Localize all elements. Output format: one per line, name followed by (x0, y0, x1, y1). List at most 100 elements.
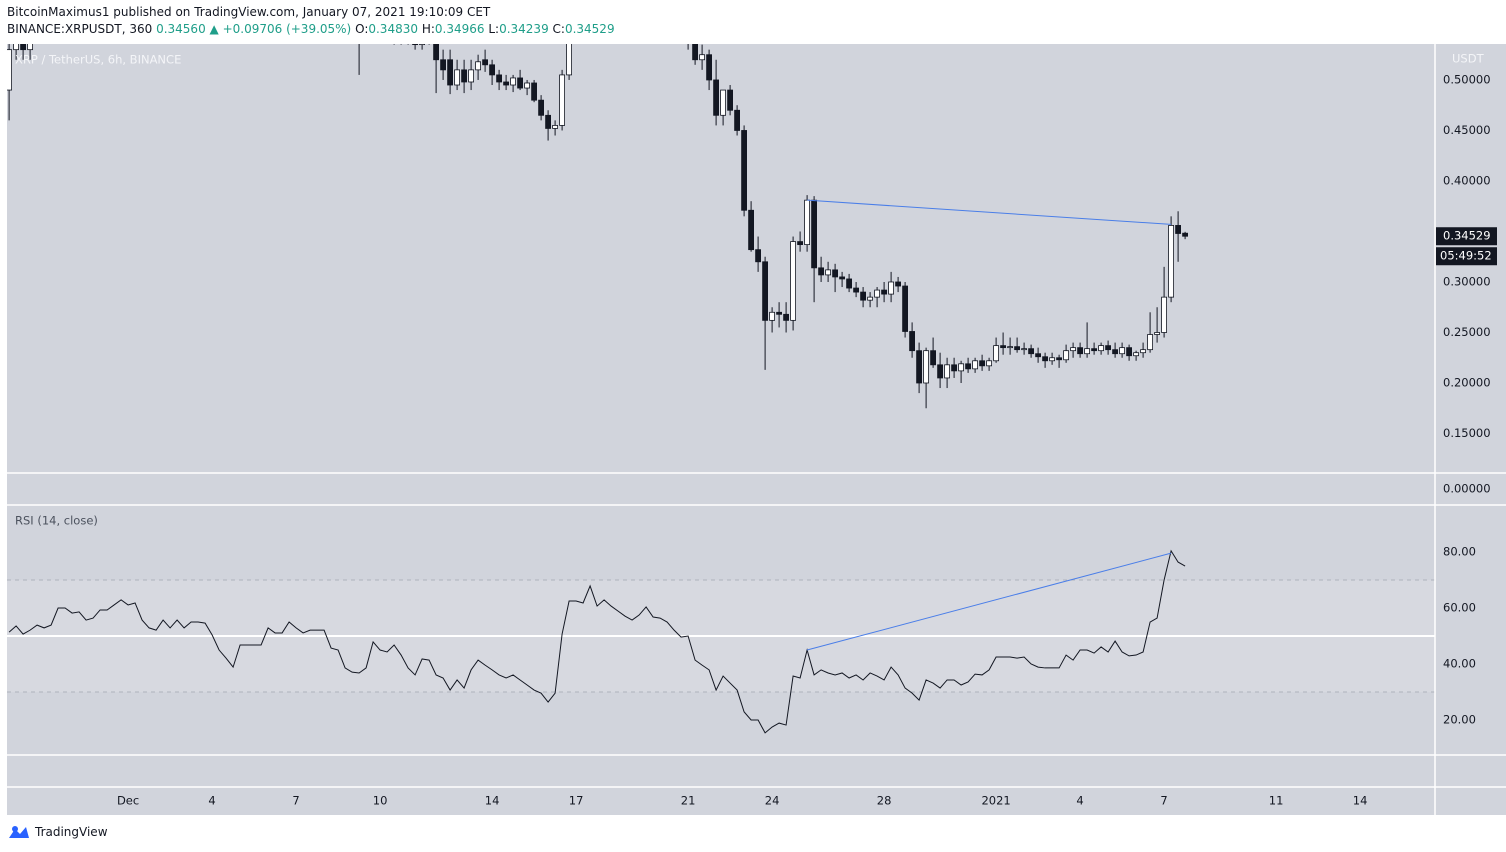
candle-body (566, 44, 572, 76)
price-pane (7, 44, 1188, 409)
candle-body (552, 125, 558, 129)
candle-body (1077, 347, 1083, 355)
ohlc-label: C: (552, 22, 565, 36)
candle-body (475, 61, 482, 71)
candle-body (419, 44, 426, 46)
candle-body (699, 54, 705, 61)
candle-body (1133, 352, 1139, 357)
candle-body (951, 364, 957, 372)
candle-body (916, 350, 922, 384)
ohlc: O:0.34830 H:0.34966 L:0.34239 C:0.34529 (355, 22, 618, 36)
y-tick-label: 0.45000 (1443, 123, 1491, 137)
logo (9, 826, 29, 838)
candle-body (489, 64, 496, 76)
candle-body (440, 59, 447, 71)
candle-body (979, 360, 985, 367)
candle-body (930, 350, 936, 366)
candle-body (1056, 357, 1062, 361)
candle-body (804, 199, 810, 246)
candle-body (1063, 350, 1069, 361)
candle-body (461, 69, 468, 83)
candle-body (1070, 347, 1076, 352)
candle-body (1098, 345, 1104, 352)
last-price-label: 0.34529 (1443, 229, 1491, 243)
countdown: 05:49:52 (1440, 249, 1492, 263)
candle-body (517, 77, 523, 89)
candle-body (993, 345, 999, 362)
x-tick-label: 2021 (981, 794, 1010, 808)
candle-body (1112, 349, 1118, 355)
candle-body (832, 269, 838, 278)
rsi-pane (7, 549, 1435, 734)
footer: TradingView (7, 824, 108, 840)
candle-body (433, 44, 440, 61)
publisher-line: BitcoinMaximus1 published on TradingView… (7, 5, 491, 19)
candle-body (1042, 356, 1048, 362)
trend-line (807, 199, 1172, 225)
x-tick-label: 28 (877, 794, 892, 808)
x-tick-label: 14 (485, 794, 500, 808)
candle-body (846, 278, 852, 289)
candle-body (860, 291, 866, 301)
price-title: XRP / TetherUS, 6h, BINANCE (15, 53, 181, 67)
axes: Dec 4 7 10 14 17 21 24 28 2021 4 7 11 14 0.15000 0.2000… (117, 72, 1497, 808)
candle-body (538, 99, 544, 116)
y-tick-label: 0.50000 (1443, 72, 1491, 86)
candle-body (20, 44, 27, 51)
y-tick-label: 80.00 (1443, 545, 1476, 559)
candle-body (965, 363, 971, 370)
candle-body (937, 364, 943, 379)
candle-body (468, 69, 475, 83)
candle-body (923, 350, 929, 384)
x-tick-label: 21 (681, 794, 696, 808)
candle-body (713, 79, 719, 116)
candle-body (482, 59, 489, 66)
currency: USDT (1452, 52, 1485, 66)
candle-body (769, 311, 775, 321)
candle-body (559, 74, 565, 126)
candle-body (1140, 349, 1146, 354)
candle-body (888, 281, 894, 295)
candle-body (874, 289, 880, 298)
candle-body (727, 89, 733, 111)
rsi-line (8, 549, 1186, 734)
candle-body (958, 363, 964, 372)
trend-line (806, 552, 1172, 651)
candle-body (1126, 347, 1132, 357)
x-tick-label: 7 (292, 794, 299, 808)
candle-body (692, 44, 698, 61)
candle-body (13, 44, 20, 51)
candle-body (412, 44, 419, 46)
candle-body (1035, 353, 1041, 358)
x-tick-label: 4 (1076, 794, 1083, 808)
candle-body (797, 241, 803, 246)
rsi-title: RSI (14, close) (15, 514, 98, 528)
ohlc-label: O: (355, 22, 369, 36)
y-tick-label: 0.25000 (1443, 325, 1491, 339)
ohlc-label: H: (421, 22, 435, 36)
y-tick-label: 0.15000 (1443, 426, 1491, 440)
y-tick-label: 40.00 (1443, 657, 1476, 671)
candle-body (1049, 357, 1055, 362)
price: 0.34560 (156, 22, 206, 36)
candle-body (902, 285, 908, 332)
candle-body (1154, 332, 1160, 335)
y-tick-label: 0.40000 (1443, 173, 1491, 187)
ohlc-value: 0.34529 (564, 22, 615, 36)
candle-body (531, 82, 537, 101)
candle-body (454, 69, 461, 86)
candle-body (1000, 345, 1006, 349)
y-tick-label: 60.00 (1443, 601, 1476, 615)
symbol-line: BINANCE:XRPUSDT, 360 0.34560 ▲ +0.09706 … (7, 22, 618, 36)
ohlc-value: 0.34830 (368, 22, 418, 36)
x-tick-label: 14 (1353, 794, 1368, 808)
candle-body (1021, 348, 1027, 351)
candle-body (447, 59, 454, 86)
candle-body (867, 296, 873, 301)
x-tick-label: 24 (765, 794, 780, 808)
candle-body (510, 77, 517, 86)
candle-body (748, 209, 754, 251)
pane-separators (7, 44, 1506, 815)
x-tick-label: 7 (1160, 794, 1167, 808)
